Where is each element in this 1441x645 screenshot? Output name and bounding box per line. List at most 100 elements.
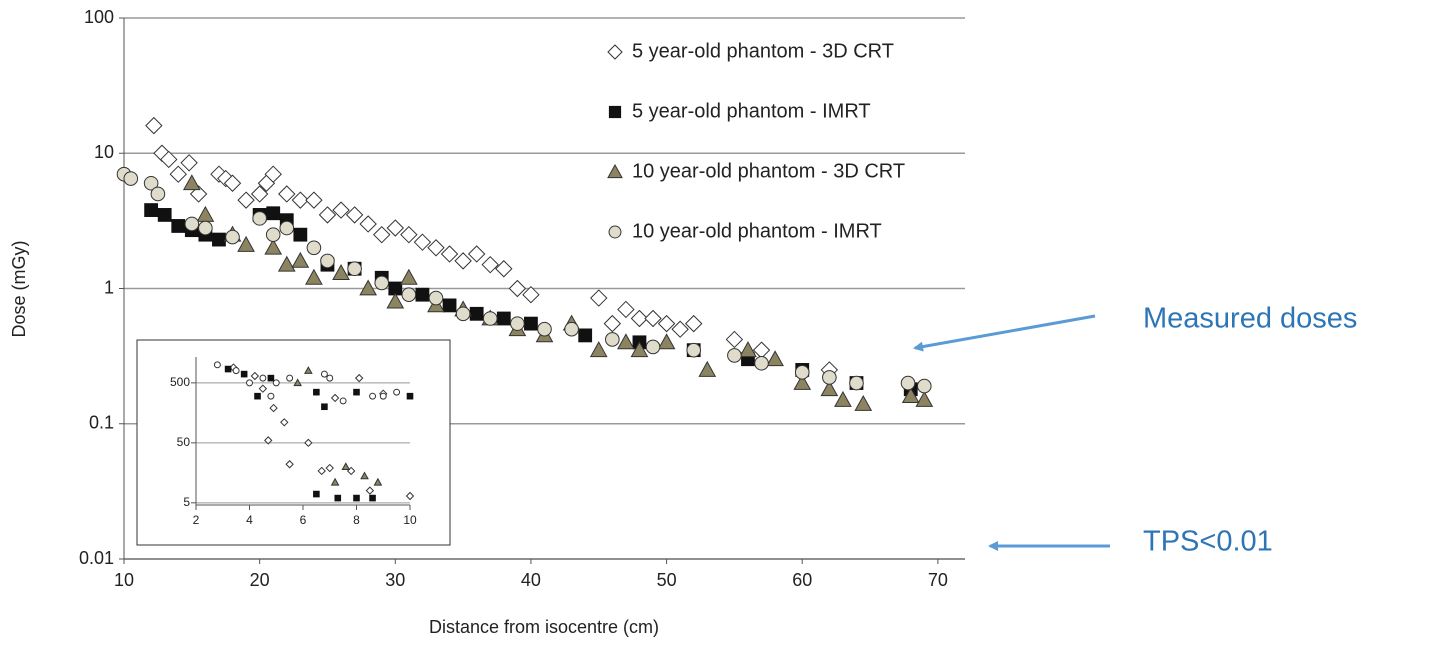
y-tick-label: 0.1: [89, 413, 114, 433]
x-tick-label: 60: [792, 570, 812, 590]
point: [739, 341, 757, 358]
point: [305, 191, 323, 209]
point: [900, 375, 916, 391]
point: [279, 220, 295, 236]
point: [369, 494, 376, 502]
point: [467, 245, 486, 263]
point: [267, 374, 275, 382]
y-tick-label: 0.01: [79, 548, 114, 568]
point: [822, 370, 837, 385]
point: [264, 436, 273, 445]
point: [510, 316, 525, 331]
point: [212, 232, 226, 247]
point: [345, 206, 364, 224]
point: [603, 314, 622, 333]
point: [353, 494, 360, 502]
point: [232, 367, 240, 375]
point: [182, 174, 201, 191]
point: [630, 309, 649, 328]
point: [725, 330, 744, 349]
point: [224, 365, 232, 373]
legend-label: 10 year-old phantom - IMRT: [632, 220, 882, 242]
point: [400, 225, 418, 244]
point: [379, 392, 387, 400]
point: [339, 397, 347, 405]
x-tick-label: 10: [114, 570, 134, 590]
x-tick-label: 50: [657, 570, 677, 590]
point: [334, 494, 342, 502]
y-tick-label: 1: [104, 277, 114, 297]
point: [607, 44, 623, 60]
point: [657, 314, 676, 333]
point: [347, 261, 362, 277]
point: [901, 387, 920, 404]
point: [341, 462, 351, 471]
point: [454, 252, 472, 270]
point: [400, 268, 418, 285]
point: [537, 321, 552, 337]
point: [330, 393, 340, 403]
point: [143, 175, 159, 191]
y-tick-label: 100: [84, 7, 114, 27]
y-tick-label: 500: [170, 375, 190, 389]
point: [405, 491, 415, 501]
point: [278, 185, 296, 203]
point: [442, 298, 457, 313]
point: [160, 150, 178, 169]
point: [321, 403, 328, 411]
point: [657, 333, 676, 350]
point: [305, 268, 323, 285]
point: [605, 332, 620, 347]
point: [360, 471, 369, 480]
point: [698, 360, 717, 377]
point: [320, 253, 335, 269]
point: [374, 275, 390, 291]
point: [727, 348, 742, 363]
inset-plot: 5 50 500 2 4 6 8 10: [170, 357, 417, 527]
point: [645, 339, 661, 355]
point: [250, 185, 269, 203]
legend-label: 5 year-old phantom - 3D CRT: [632, 40, 894, 62]
point: [495, 260, 513, 278]
point: [317, 466, 326, 476]
point: [330, 477, 340, 486]
point: [589, 341, 608, 358]
point: [225, 229, 240, 245]
point: [184, 216, 200, 232]
point: [608, 105, 622, 119]
point: [291, 191, 310, 209]
point: [617, 333, 635, 350]
point: [455, 306, 471, 322]
point: [267, 392, 275, 400]
point: [644, 309, 662, 328]
point: [401, 287, 417, 302]
point: [359, 215, 377, 233]
x-tick-label: 4: [246, 513, 253, 527]
point: [285, 460, 294, 469]
point: [849, 375, 864, 391]
point: [123, 171, 139, 186]
point: [246, 379, 253, 387]
point: [617, 300, 635, 319]
point: [359, 279, 378, 296]
point: [607, 163, 623, 179]
point: [524, 316, 538, 331]
point: [482, 311, 498, 326]
x-tick-label: 10: [403, 513, 417, 527]
point: [406, 392, 414, 400]
point: [332, 264, 350, 280]
point: [293, 378, 302, 387]
main-plot: 0.01 0.1 1 10 100 10 20 30 40 50 60 70: [79, 7, 965, 590]
point: [180, 154, 198, 172]
point: [265, 227, 281, 242]
point: [306, 240, 322, 256]
point: [630, 341, 649, 358]
x-tick-label: 30: [385, 570, 405, 590]
point: [766, 350, 784, 367]
arrow: [913, 314, 1096, 352]
point: [590, 289, 608, 307]
point: [250, 371, 260, 381]
x-axis-label: Distance from isocentre (cm): [429, 617, 659, 637]
point: [304, 438, 313, 448]
point: [386, 219, 404, 237]
